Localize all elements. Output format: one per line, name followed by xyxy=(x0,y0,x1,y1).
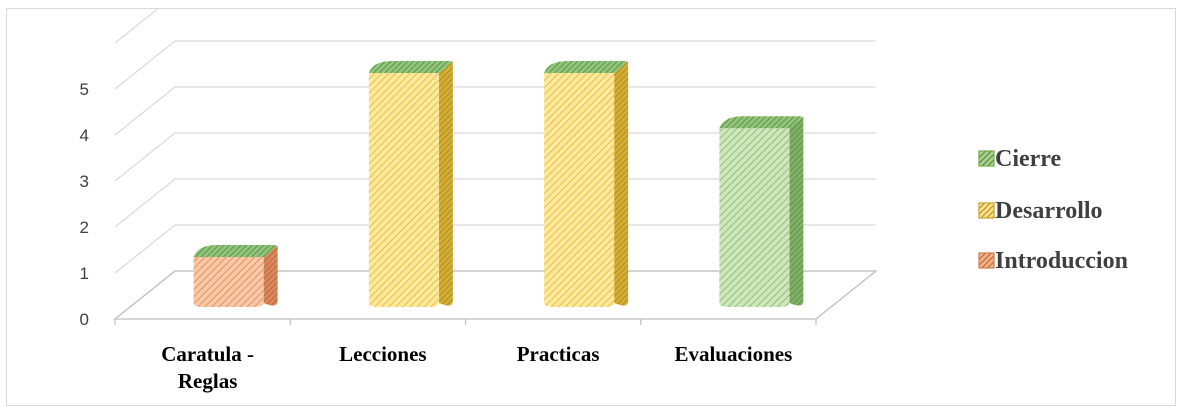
x-category-label: Caratula -Reglas xyxy=(161,342,254,393)
gridline xyxy=(114,9,159,44)
bar-desarrollo xyxy=(368,61,453,307)
legend-swatch xyxy=(978,150,995,167)
y-axis-ticks: 0 1 2 3 4 5 xyxy=(80,80,89,329)
chart-frame: 0 1 2 3 4 5 Caratula -Reglas Lecciones Practica… xyxy=(6,8,1176,406)
x-axis-categories: Caratula -Reglas Lecciones Practicas Evalua… xyxy=(161,342,792,393)
chart-floor xyxy=(113,270,878,320)
y-tick-label: 1 xyxy=(80,264,89,283)
y-tick-label: 0 xyxy=(80,310,89,329)
legend-item-cierre: Cierre xyxy=(978,146,1062,172)
bar-top-face xyxy=(193,245,276,257)
gridline xyxy=(114,40,876,90)
bar-front-face xyxy=(544,73,615,307)
bar-side-face xyxy=(789,116,804,306)
gridline xyxy=(114,86,876,136)
bar-cierre xyxy=(719,116,804,307)
bar-front-face xyxy=(719,128,790,307)
bars xyxy=(193,61,804,307)
y-tick-label: 2 xyxy=(80,218,89,237)
gridline xyxy=(114,224,876,274)
legend-item-introduccion: Introduccion xyxy=(978,248,1128,274)
y-tick-label: 4 xyxy=(80,126,89,145)
legend-swatch xyxy=(978,252,995,269)
x-category-label: Practicas xyxy=(517,342,600,366)
y-tick-label: 5 xyxy=(80,80,89,99)
bar-front-face xyxy=(368,73,439,307)
y-tick-label: 3 xyxy=(80,172,89,191)
bar-side-face xyxy=(614,61,629,306)
stacked-3d-column-chart: 0 1 2 3 4 5 Caratula -Reglas Lecciones Practica… xyxy=(80,9,1128,393)
legend-label: Desarrollo xyxy=(995,198,1103,224)
gridlines xyxy=(113,9,878,325)
legend-item-desarrollo: Desarrollo xyxy=(978,198,1103,224)
bar-side-face xyxy=(263,245,278,306)
x-category-label: Lecciones xyxy=(339,342,426,366)
legend-label: Introduccion xyxy=(995,248,1128,274)
bar-side-face xyxy=(438,61,453,306)
gridline xyxy=(114,178,876,228)
x-category-label: Evaluaciones xyxy=(674,342,792,366)
bar-introduccion xyxy=(193,245,278,307)
legend: Cierre Desarrollo Introduccion xyxy=(978,146,1128,274)
bar-top-face xyxy=(544,61,627,73)
legend-label: Cierre xyxy=(995,146,1062,172)
bar-top-face xyxy=(719,116,802,129)
bar-desarrollo xyxy=(544,61,629,307)
gridline xyxy=(114,132,876,182)
bar-top-face xyxy=(368,61,452,73)
bar-front-face xyxy=(193,257,264,307)
legend-swatch xyxy=(978,202,995,219)
